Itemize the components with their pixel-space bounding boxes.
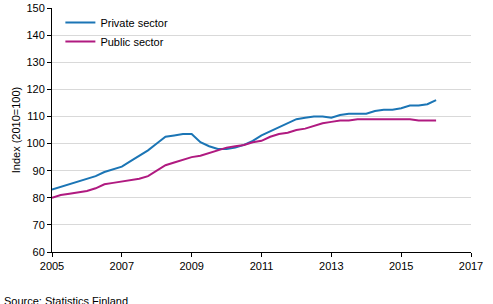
svg-text:2011: 2011 <box>250 260 274 272</box>
svg-text:130: 130 <box>26 56 44 68</box>
svg-text:100: 100 <box>26 137 44 149</box>
svg-text:2015: 2015 <box>389 260 413 272</box>
svg-text:80: 80 <box>33 192 45 204</box>
svg-text:110: 110 <box>27 110 45 122</box>
svg-text:Index (2010=100): Index (2010=100) <box>10 87 22 174</box>
svg-text:60: 60 <box>33 246 45 258</box>
svg-text:150: 150 <box>26 2 44 14</box>
svg-text:2007: 2007 <box>110 260 134 272</box>
svg-text:Source: Statistics Finland: Source: Statistics Finland <box>4 295 128 304</box>
svg-text:Public sector: Public sector <box>100 36 163 48</box>
svg-text:120: 120 <box>26 83 44 95</box>
svg-text:70: 70 <box>33 219 45 231</box>
svg-text:90: 90 <box>33 165 45 177</box>
svg-text:2013: 2013 <box>319 260 343 272</box>
svg-text:2017: 2017 <box>459 260 483 272</box>
svg-text:2005: 2005 <box>40 260 64 272</box>
svg-text:140: 140 <box>26 29 44 41</box>
svg-text:Private sector: Private sector <box>100 17 168 29</box>
svg-text:2009: 2009 <box>179 260 203 272</box>
